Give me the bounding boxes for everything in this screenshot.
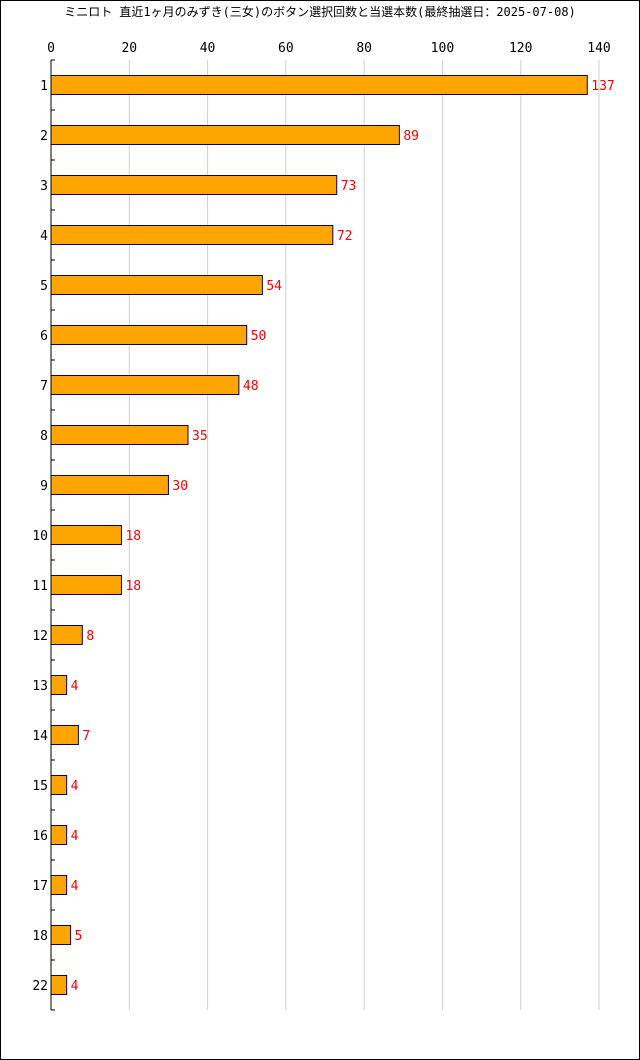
y-tick-label: 2 <box>40 129 48 144</box>
x-tick-label: 0 <box>47 41 55 56</box>
bar <box>50 225 334 245</box>
bar-value-label: 7 <box>82 729 90 744</box>
bar <box>50 375 240 395</box>
y-tick-label: 7 <box>40 379 48 394</box>
grid-lines <box>128 60 600 1010</box>
bar-value-label: 137 <box>591 79 614 94</box>
x-axis-ticks: 0 20 40 60 80 100 120 140 <box>47 41 611 56</box>
y-tick-label: 13 <box>32 679 48 694</box>
x-tick-label: 120 <box>509 41 532 56</box>
bar <box>50 325 248 345</box>
bar <box>50 975 68 995</box>
x-tick-label: 140 <box>587 41 610 56</box>
bar-value-label: 50 <box>251 329 267 344</box>
bar <box>50 425 189 445</box>
bar-value-label: 54 <box>266 279 282 294</box>
bar <box>50 525 122 545</box>
bar-value-label: 5 <box>75 929 83 944</box>
bar <box>50 625 83 645</box>
bar <box>50 825 68 845</box>
bar-value-label: 30 <box>172 479 188 494</box>
x-tick-label: 100 <box>431 41 454 56</box>
y-tick-label: 6 <box>40 329 48 344</box>
bar <box>50 275 263 295</box>
y-tick-label: 11 <box>32 579 48 594</box>
x-tick-label: 60 <box>278 41 294 56</box>
chart-title: ミニロト 直近1ヶ月のみずき(三女)のボタン選択回数と当選本数(最終抽選日：20… <box>64 5 576 19</box>
y-tick-label: 18 <box>32 929 48 944</box>
bar <box>50 125 400 145</box>
bar-value-label: 35 <box>192 429 208 444</box>
y-tick-label: 15 <box>32 779 48 794</box>
bar-value-label: 4 <box>71 679 79 694</box>
y-tick-label: 17 <box>32 879 48 894</box>
x-tick-label: 40 <box>200 41 216 56</box>
bar <box>50 925 72 945</box>
y-tick-label: 22 <box>32 979 48 994</box>
bar-value-label: 73 <box>341 179 357 194</box>
y-tick-label: 8 <box>40 429 48 444</box>
bar-value-label: 72 <box>337 229 353 244</box>
y-tick-label: 9 <box>40 479 48 494</box>
bar-value-label: 89 <box>403 129 419 144</box>
bar-value-label: 48 <box>243 379 259 394</box>
y-axis <box>50 59 55 1011</box>
y-tick-label: 14 <box>32 729 48 744</box>
y-tick-label: 5 <box>40 279 48 294</box>
bar <box>50 475 169 495</box>
bar-value-label: 4 <box>71 879 79 894</box>
bar <box>50 75 588 95</box>
y-tick-label: 3 <box>40 179 48 194</box>
bar <box>50 875 68 895</box>
x-tick-label: 20 <box>121 41 137 56</box>
bar <box>50 175 338 195</box>
y-tick-label: 1 <box>40 79 48 94</box>
bar-value-label: 18 <box>125 579 141 594</box>
bar-value-label: 4 <box>71 829 79 844</box>
bar-value-label: 18 <box>125 529 141 544</box>
bar <box>50 775 68 795</box>
y-tick-label: 16 <box>32 829 48 844</box>
bar-value-label: 8 <box>86 629 94 644</box>
y-tick-label: 12 <box>32 629 48 644</box>
x-tick-label: 80 <box>356 41 372 56</box>
bar <box>50 575 122 595</box>
bar <box>50 725 79 745</box>
y-tick-label: 10 <box>32 529 48 544</box>
bar-value-label: 4 <box>71 779 79 794</box>
bar <box>50 675 68 695</box>
y-tick-label: 4 <box>40 229 48 244</box>
bar-value-label: 4 <box>71 979 79 994</box>
